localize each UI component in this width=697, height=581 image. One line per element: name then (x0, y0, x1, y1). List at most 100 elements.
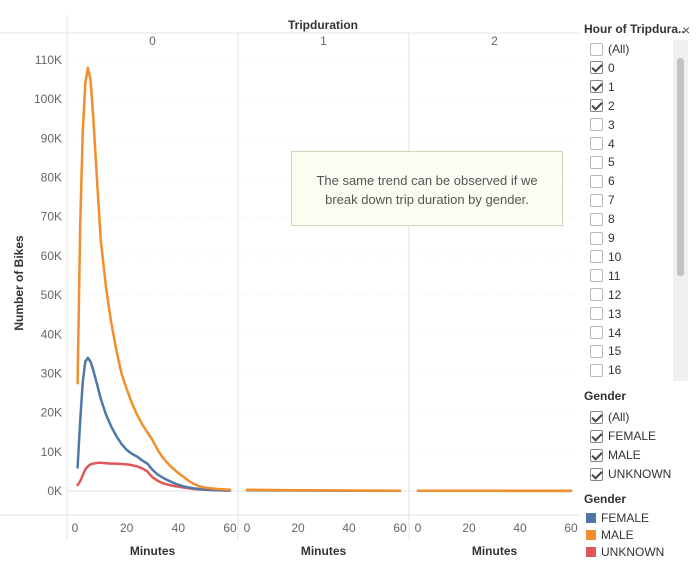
panel-header-label: 2 (491, 34, 498, 48)
x-tick-label: 40 (513, 521, 527, 535)
hour-filter-item[interactable]: 7 (590, 191, 615, 209)
hour-filter-item[interactable]: 15 (590, 342, 621, 360)
hour-filter-checkbox[interactable] (590, 99, 603, 112)
legend-label: MALE (601, 528, 634, 542)
hour-filter-checkbox[interactable] (590, 307, 603, 320)
series-line-female-panel-0[interactable] (78, 358, 230, 491)
gender-filter-label: UNKNOWN (608, 467, 671, 481)
hour-filter-checkbox[interactable] (590, 288, 603, 301)
hour-filter-label: 5 (608, 155, 615, 169)
hour-filter-label: 15 (608, 344, 621, 358)
legend-entry[interactable]: MALE (586, 527, 634, 543)
gender-filter-item[interactable]: MALE (590, 446, 641, 464)
annotation-line-1: The same trend can be observed if we (292, 171, 562, 190)
panel-header-label: 0 (149, 34, 156, 48)
x-tick-label: 0 (72, 521, 79, 535)
hour-filter-item[interactable]: 4 (590, 135, 615, 153)
gender-filter-checkbox[interactable] (590, 449, 603, 462)
hour-filter-label: 4 (608, 137, 615, 151)
hour-filter-item[interactable]: (All) (590, 40, 629, 58)
hour-filter-item[interactable]: 13 (590, 305, 621, 323)
hour-filter-item[interactable]: 0 (590, 59, 615, 77)
hour-filter-item[interactable]: 2 (590, 97, 615, 115)
y-tick-label: 40K (41, 327, 62, 341)
hour-filter-checkbox[interactable] (590, 43, 603, 56)
trip-duration-chart: Tripduration 0K10K20K30K40K50K60K70K80K9… (0, 0, 580, 576)
hour-filter-item[interactable]: 14 (590, 324, 621, 342)
hour-filter-item[interactable]: 11 (590, 267, 620, 285)
hour-filter-checkbox[interactable] (590, 80, 603, 93)
hour-filter-item[interactable]: 5 (590, 153, 615, 171)
hour-filter-checkbox[interactable] (590, 175, 603, 188)
y-tick-label: 80K (41, 171, 62, 185)
hour-filter-checkbox[interactable] (590, 137, 603, 150)
hour-filter-checkbox[interactable] (590, 364, 603, 377)
y-tick-label: 70K (41, 210, 62, 224)
hour-filter-item[interactable]: 10 (590, 248, 621, 266)
hour-filter-item[interactable]: 8 (590, 210, 615, 228)
x-tick-label: 60 (564, 521, 578, 535)
hour-filter-checkbox[interactable] (590, 61, 603, 74)
y-tick-label: 110K (35, 53, 62, 67)
hour-filter-label: 10 (608, 250, 621, 264)
y-tick-label: 90K (41, 131, 62, 145)
series-line-male-panel-1[interactable] (247, 490, 400, 491)
x-axis-label: Minutes (472, 544, 518, 558)
hour-filter-checkbox[interactable] (590, 232, 603, 245)
hour-filter-label: 12 (608, 288, 621, 302)
hour-filter-item[interactable]: 1 (590, 78, 615, 96)
gender-filter-checkbox[interactable] (590, 468, 603, 481)
hour-filter-checkbox[interactable] (590, 345, 603, 358)
y-tick-label: 100K (34, 92, 62, 106)
hour-filter-label: 14 (608, 326, 621, 340)
gender-filter-item[interactable]: (All) (590, 408, 629, 426)
series-line-unknown-panel-0[interactable] (78, 463, 230, 491)
hour-filter-checkbox[interactable] (590, 118, 603, 131)
hour-filter-checkbox[interactable] (590, 250, 603, 263)
hour-filter-checkbox[interactable] (590, 213, 603, 226)
y-axis-label: Number of Bikes (12, 235, 26, 331)
y-tick-label: 30K (41, 366, 62, 380)
hour-filter-item[interactable]: 12 (590, 286, 621, 304)
hour-filter-label: 13 (608, 307, 621, 321)
hour-filter-label: 6 (608, 174, 615, 188)
hour-filter-label: 11 (608, 269, 620, 283)
gender-filter-label: FEMALE (608, 429, 656, 443)
hour-filter-label: 9 (608, 231, 615, 245)
gender-filter-item[interactable]: UNKNOWN (590, 465, 671, 483)
hour-filter-item[interactable]: 6 (590, 172, 615, 190)
panel-header-label: 1 (320, 34, 327, 48)
legend-title: Gender (584, 492, 626, 506)
hour-filter-title: Hour of Tripdura.. (584, 22, 685, 36)
gender-filter-item[interactable]: FEMALE (590, 427, 656, 445)
hour-filter-checkbox[interactable] (590, 156, 603, 169)
x-tick-label: 40 (342, 521, 356, 535)
legend-label: UNKNOWN (601, 545, 664, 559)
close-icon[interactable]: × (682, 22, 690, 38)
x-tick-label: 60 (393, 521, 407, 535)
hour-filter-label: (All) (608, 42, 629, 56)
gender-filter-title: Gender (584, 389, 626, 403)
legend-swatch (586, 513, 596, 523)
hour-filter-checkbox[interactable] (590, 269, 603, 282)
hour-filter-label: 16 (608, 363, 621, 377)
hour-filter-label: 1 (608, 80, 615, 94)
gender-filter-checkbox[interactable] (590, 411, 603, 424)
hour-filter-checkbox[interactable] (590, 194, 603, 207)
legend-entry[interactable]: FEMALE (586, 510, 649, 526)
series-line-male-panel-0[interactable] (78, 68, 230, 490)
legend-entry[interactable]: UNKNOWN (586, 544, 664, 560)
x-tick-label: 40 (172, 521, 186, 535)
gender-filter-label: MALE (608, 448, 641, 462)
x-tick-label: 0 (244, 521, 251, 535)
x-tick-label: 60 (223, 521, 237, 535)
hour-filter-item[interactable]: 9 (590, 229, 615, 247)
gender-filter-checkbox[interactable] (590, 430, 603, 443)
legend-label: FEMALE (601, 511, 649, 525)
hour-filter-item[interactable]: 3 (590, 116, 615, 134)
hour-filter-item[interactable]: 16 (590, 361, 621, 379)
hour-filter-checkbox[interactable] (590, 326, 603, 339)
hour-filter-scroll-thumb[interactable] (677, 58, 684, 276)
